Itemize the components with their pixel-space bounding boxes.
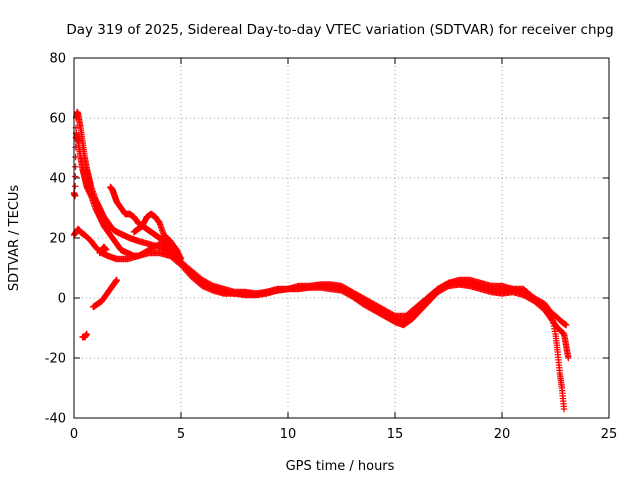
y-tick-label: -20 xyxy=(45,352,66,367)
y-tick-label: 20 xyxy=(49,232,66,247)
data-point-track-e xyxy=(177,258,185,266)
data-point-track-a xyxy=(72,183,79,190)
data-point-track-a xyxy=(72,163,79,170)
data-point-track-c xyxy=(563,321,570,329)
plot-frame xyxy=(73,57,610,419)
data-point-track-a xyxy=(560,405,568,413)
data-point-track-f xyxy=(113,276,120,284)
y-axis-label: SDTVAR / TECUs xyxy=(7,185,22,292)
x-tick-label: 15 xyxy=(387,427,404,442)
data-point-track-a xyxy=(72,173,79,180)
y-tick-label: 40 xyxy=(49,172,66,187)
data-point-track-b xyxy=(565,354,572,362)
x-tick-label: 20 xyxy=(494,427,511,442)
chart-title: Day 319 of 2025, Sidereal Day-to-day VTE… xyxy=(66,22,613,38)
data-point-track-h xyxy=(102,246,110,254)
grid xyxy=(74,58,609,418)
x-tick-label: 0 xyxy=(70,427,78,442)
data-point-track-g xyxy=(83,330,91,338)
y-tick-label: -40 xyxy=(45,412,66,427)
x-tick-label: 10 xyxy=(280,427,297,442)
x-axis-label: GPS time / hours xyxy=(286,459,395,474)
y-tick-label: 60 xyxy=(49,112,66,127)
y-tick-label: 0 xyxy=(58,292,66,307)
data-point-track-a xyxy=(71,192,79,200)
x-tick-label: 25 xyxy=(601,427,618,442)
axis-ticks: 0 5 10 15 20 25 80 60 40 20 0 -20 -40 xyxy=(45,52,618,443)
x-tick-label: 5 xyxy=(177,427,185,442)
y-tick-label: 80 xyxy=(49,52,66,67)
data-points xyxy=(70,108,572,413)
